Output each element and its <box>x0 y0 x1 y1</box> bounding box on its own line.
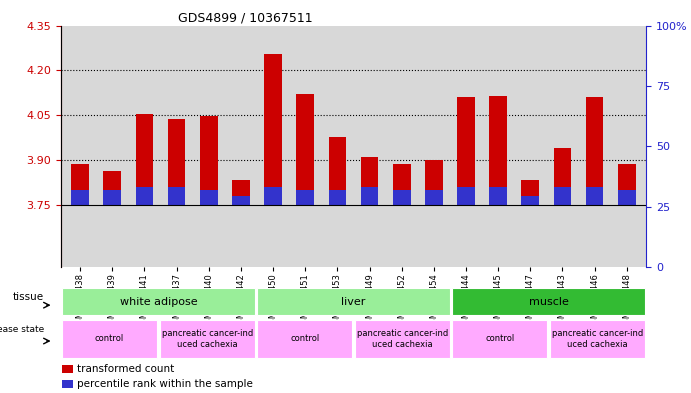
Bar <box>553 149 571 205</box>
Bar <box>393 164 410 205</box>
Bar <box>522 180 539 205</box>
Text: disease state: disease state <box>0 325 44 334</box>
Text: pancreatic cancer-ind
uced cachexia: pancreatic cancer-ind uced cachexia <box>551 329 643 349</box>
Bar <box>232 180 249 205</box>
Text: transformed count: transformed count <box>77 364 174 374</box>
Bar <box>457 97 475 205</box>
Text: muscle: muscle <box>529 297 569 307</box>
Bar <box>264 187 282 205</box>
Text: liver: liver <box>341 297 366 307</box>
Text: pancreatic cancer-ind
uced cachexia: pancreatic cancer-ind uced cachexia <box>162 329 253 349</box>
Bar <box>618 164 636 205</box>
Bar <box>168 119 185 205</box>
Bar <box>135 187 153 205</box>
Bar <box>232 196 249 205</box>
Bar <box>168 187 185 205</box>
Bar <box>104 190 121 205</box>
Bar <box>425 160 443 205</box>
Bar <box>135 114 153 205</box>
Bar <box>361 158 379 205</box>
Text: tissue: tissue <box>12 292 44 302</box>
Bar <box>62 380 73 388</box>
Bar <box>62 288 254 315</box>
Bar <box>618 190 636 205</box>
Bar <box>453 320 547 358</box>
Bar <box>586 187 603 205</box>
Text: pancreatic cancer-ind
uced cachexia: pancreatic cancer-ind uced cachexia <box>357 329 448 349</box>
Bar <box>457 187 475 205</box>
Bar <box>328 138 346 205</box>
Bar <box>104 171 121 205</box>
Bar <box>200 190 218 205</box>
Text: control: control <box>95 334 124 343</box>
Bar <box>586 97 603 205</box>
Text: control: control <box>485 334 514 343</box>
Text: control: control <box>290 334 319 343</box>
Bar <box>489 95 507 205</box>
Text: white adipose: white adipose <box>120 297 197 307</box>
Bar <box>550 320 645 358</box>
Bar <box>71 164 89 205</box>
Bar <box>296 190 314 205</box>
Bar <box>553 187 571 205</box>
Bar <box>62 320 157 358</box>
Bar <box>264 54 282 205</box>
Bar <box>257 288 450 315</box>
Bar <box>453 288 645 315</box>
Bar <box>354 320 450 358</box>
Bar <box>296 94 314 205</box>
Bar <box>160 320 254 358</box>
Bar <box>257 320 352 358</box>
Bar <box>393 190 410 205</box>
Bar <box>425 190 443 205</box>
Text: GDS4899 / 10367511: GDS4899 / 10367511 <box>178 12 313 25</box>
Bar <box>328 190 346 205</box>
Bar <box>200 116 218 205</box>
Text: percentile rank within the sample: percentile rank within the sample <box>77 379 253 389</box>
Bar <box>522 196 539 205</box>
Bar <box>489 187 507 205</box>
Bar <box>71 190 89 205</box>
Bar <box>62 365 73 373</box>
Bar <box>361 187 379 205</box>
